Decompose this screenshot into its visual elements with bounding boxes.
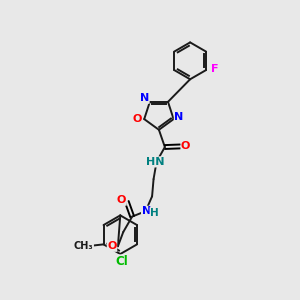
Text: O: O	[181, 141, 190, 152]
Text: CH₃: CH₃	[74, 241, 93, 251]
Text: F: F	[211, 64, 218, 74]
Text: O: O	[107, 241, 117, 251]
Text: H: H	[150, 208, 159, 218]
Text: N: N	[140, 93, 149, 103]
Text: O: O	[133, 113, 142, 124]
Text: N: N	[142, 206, 151, 216]
Text: N: N	[174, 112, 184, 122]
Text: O: O	[117, 195, 126, 205]
Text: Cl: Cl	[116, 255, 128, 268]
Text: HN: HN	[146, 157, 164, 167]
